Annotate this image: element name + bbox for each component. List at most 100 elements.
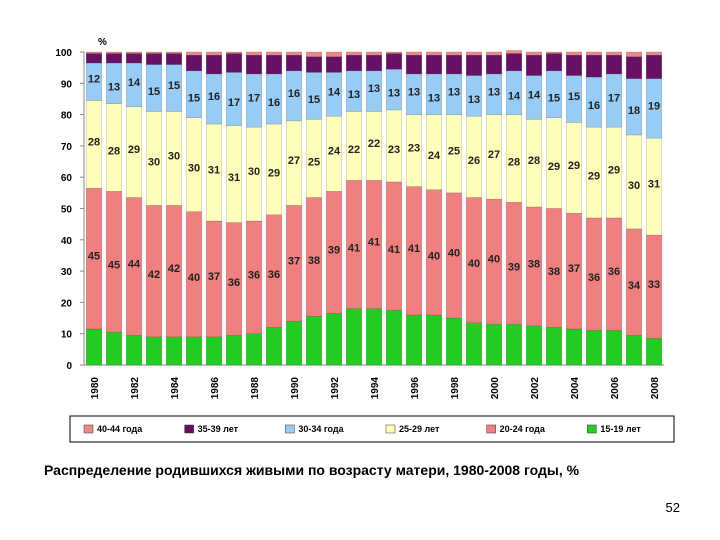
y-tick-label: 50 (61, 205, 73, 216)
y-tick-label: 30 (61, 267, 73, 278)
bar-value-label: 26 (468, 155, 480, 167)
legend-swatch (184, 424, 194, 434)
bar-segment (165, 336, 183, 366)
bar-value-label: 13 (468, 94, 480, 106)
bar-segment (505, 50, 523, 54)
bar-value-label: 38 (308, 255, 320, 267)
bar-segment (205, 220, 223, 338)
bar-value-label: 23 (408, 143, 420, 155)
bar-value-label: 13 (408, 86, 420, 98)
x-tick-label: 1992 (330, 377, 341, 400)
bar-segment (85, 328, 103, 366)
y-tick-label: 40 (61, 236, 73, 247)
bar-value-label: 28 (508, 156, 520, 168)
legend-box (69, 415, 675, 443)
bar-value-label: 44 (128, 258, 141, 270)
bar-value-label: 31 (228, 172, 240, 184)
bar-segment (125, 335, 143, 366)
bar-segment (465, 322, 483, 366)
bar-segment (365, 54, 383, 72)
bar-value-label: 42 (168, 263, 180, 275)
bar-segment (225, 51, 243, 54)
bar-segment (525, 51, 543, 56)
bar-value-label: 13 (488, 86, 500, 98)
bar-segment (405, 314, 423, 366)
bar-segment (245, 51, 263, 56)
bar-value-label: 22 (348, 144, 360, 156)
bar-value-label: 29 (128, 144, 140, 156)
bar-value-label: 40 (488, 254, 500, 266)
bar-segment (225, 222, 243, 336)
bar-segment (285, 54, 303, 72)
bar-segment (625, 51, 643, 57)
legend-swatch (385, 424, 396, 434)
bar-segment (425, 51, 443, 56)
bar-segment (345, 54, 363, 72)
bar-value-label: 27 (488, 149, 500, 161)
legend: 40-44 года 35-39 лет 30-34 года 25-29 лет 20… (69, 415, 675, 443)
x-axis: 1980 1982 1984 1986 1988 1990 1992 1994 1996 1998… (90, 377, 661, 400)
bar-value-label: 19 (648, 100, 660, 112)
bar-segment (385, 51, 403, 54)
bar-value-label: 34 (628, 280, 641, 292)
legend-swatch (486, 424, 496, 434)
bar-segment (445, 317, 463, 366)
bar-segment (485, 324, 503, 366)
bar-stack-group: 45 28 12 45 28 13 44 29 14 42 30 15 42 30 15 40 30 15 37 31… (85, 50, 663, 366)
bar-value-label: 37 (208, 271, 220, 283)
page-number: 52 (665, 500, 680, 515)
bar-segment (505, 201, 523, 325)
bar-segment (245, 333, 263, 366)
bar-value-label: 15 (168, 80, 180, 92)
y-tick-label: 80 (61, 111, 73, 122)
bar-value-label: 16 (288, 88, 300, 100)
y-tick-label: 100 (55, 48, 72, 59)
bar-segment (625, 335, 643, 366)
bar-segment (85, 51, 103, 54)
chart-caption: Распределение родившихся живыми по возра… (44, 462, 580, 478)
y-tick-label: 70 (61, 142, 73, 153)
bar-value-label: 30 (148, 156, 160, 168)
bar-value-label: 41 (408, 243, 420, 255)
bar-value-label: 41 (388, 244, 400, 256)
bar-segment (325, 313, 343, 366)
x-tick-label: 2000 (490, 377, 501, 400)
bar-segment (205, 54, 223, 75)
bar-value-label: 14 (328, 86, 341, 98)
bar-value-label: 15 (188, 92, 200, 104)
x-tick-label: 2008 (650, 377, 661, 400)
bar-value-label: 29 (548, 161, 560, 173)
stacked-bar-chart: 0 10 20 30 40 50 60 70 80 90 100 % 45 28 12 45 28 13 44 2… (55, 37, 675, 443)
legend-entry: 20-24 года (500, 424, 546, 434)
bar-value-label: 40 (468, 258, 480, 270)
bar-value-label: 36 (588, 272, 600, 284)
bar-segment (285, 51, 303, 56)
bar-value-label: 30 (248, 166, 260, 178)
bar-value-label: 24 (328, 146, 341, 158)
bar-segment (565, 328, 583, 366)
bar-segment (525, 54, 543, 76)
legend-entry: 40-44 года (97, 424, 143, 434)
y-tick-label: 10 (61, 330, 73, 341)
bar-value-label: 28 (528, 155, 540, 167)
bar-segment (325, 56, 343, 73)
legend-entry: 15-19 лет (600, 424, 641, 434)
bar-value-label: 30 (188, 163, 200, 175)
bar-segment (285, 320, 303, 366)
bar-segment (185, 336, 203, 366)
bar-segment (425, 314, 443, 366)
bar-value-label: 15 (568, 91, 580, 103)
bar-segment (545, 117, 563, 209)
x-tick-label: 1986 (210, 377, 221, 400)
bar-segment (125, 106, 143, 198)
bar-segment (645, 54, 663, 79)
legend-swatch (83, 424, 94, 434)
y-tick-label: 0 (66, 361, 72, 372)
bar-segment (305, 56, 323, 73)
bar-segment (605, 330, 623, 366)
bar-segment (585, 54, 603, 78)
bar-segment (565, 54, 583, 76)
bar-value-label: 40 (188, 272, 200, 284)
bar-value-label: 13 (388, 88, 400, 100)
bar-value-label: 36 (228, 277, 240, 289)
